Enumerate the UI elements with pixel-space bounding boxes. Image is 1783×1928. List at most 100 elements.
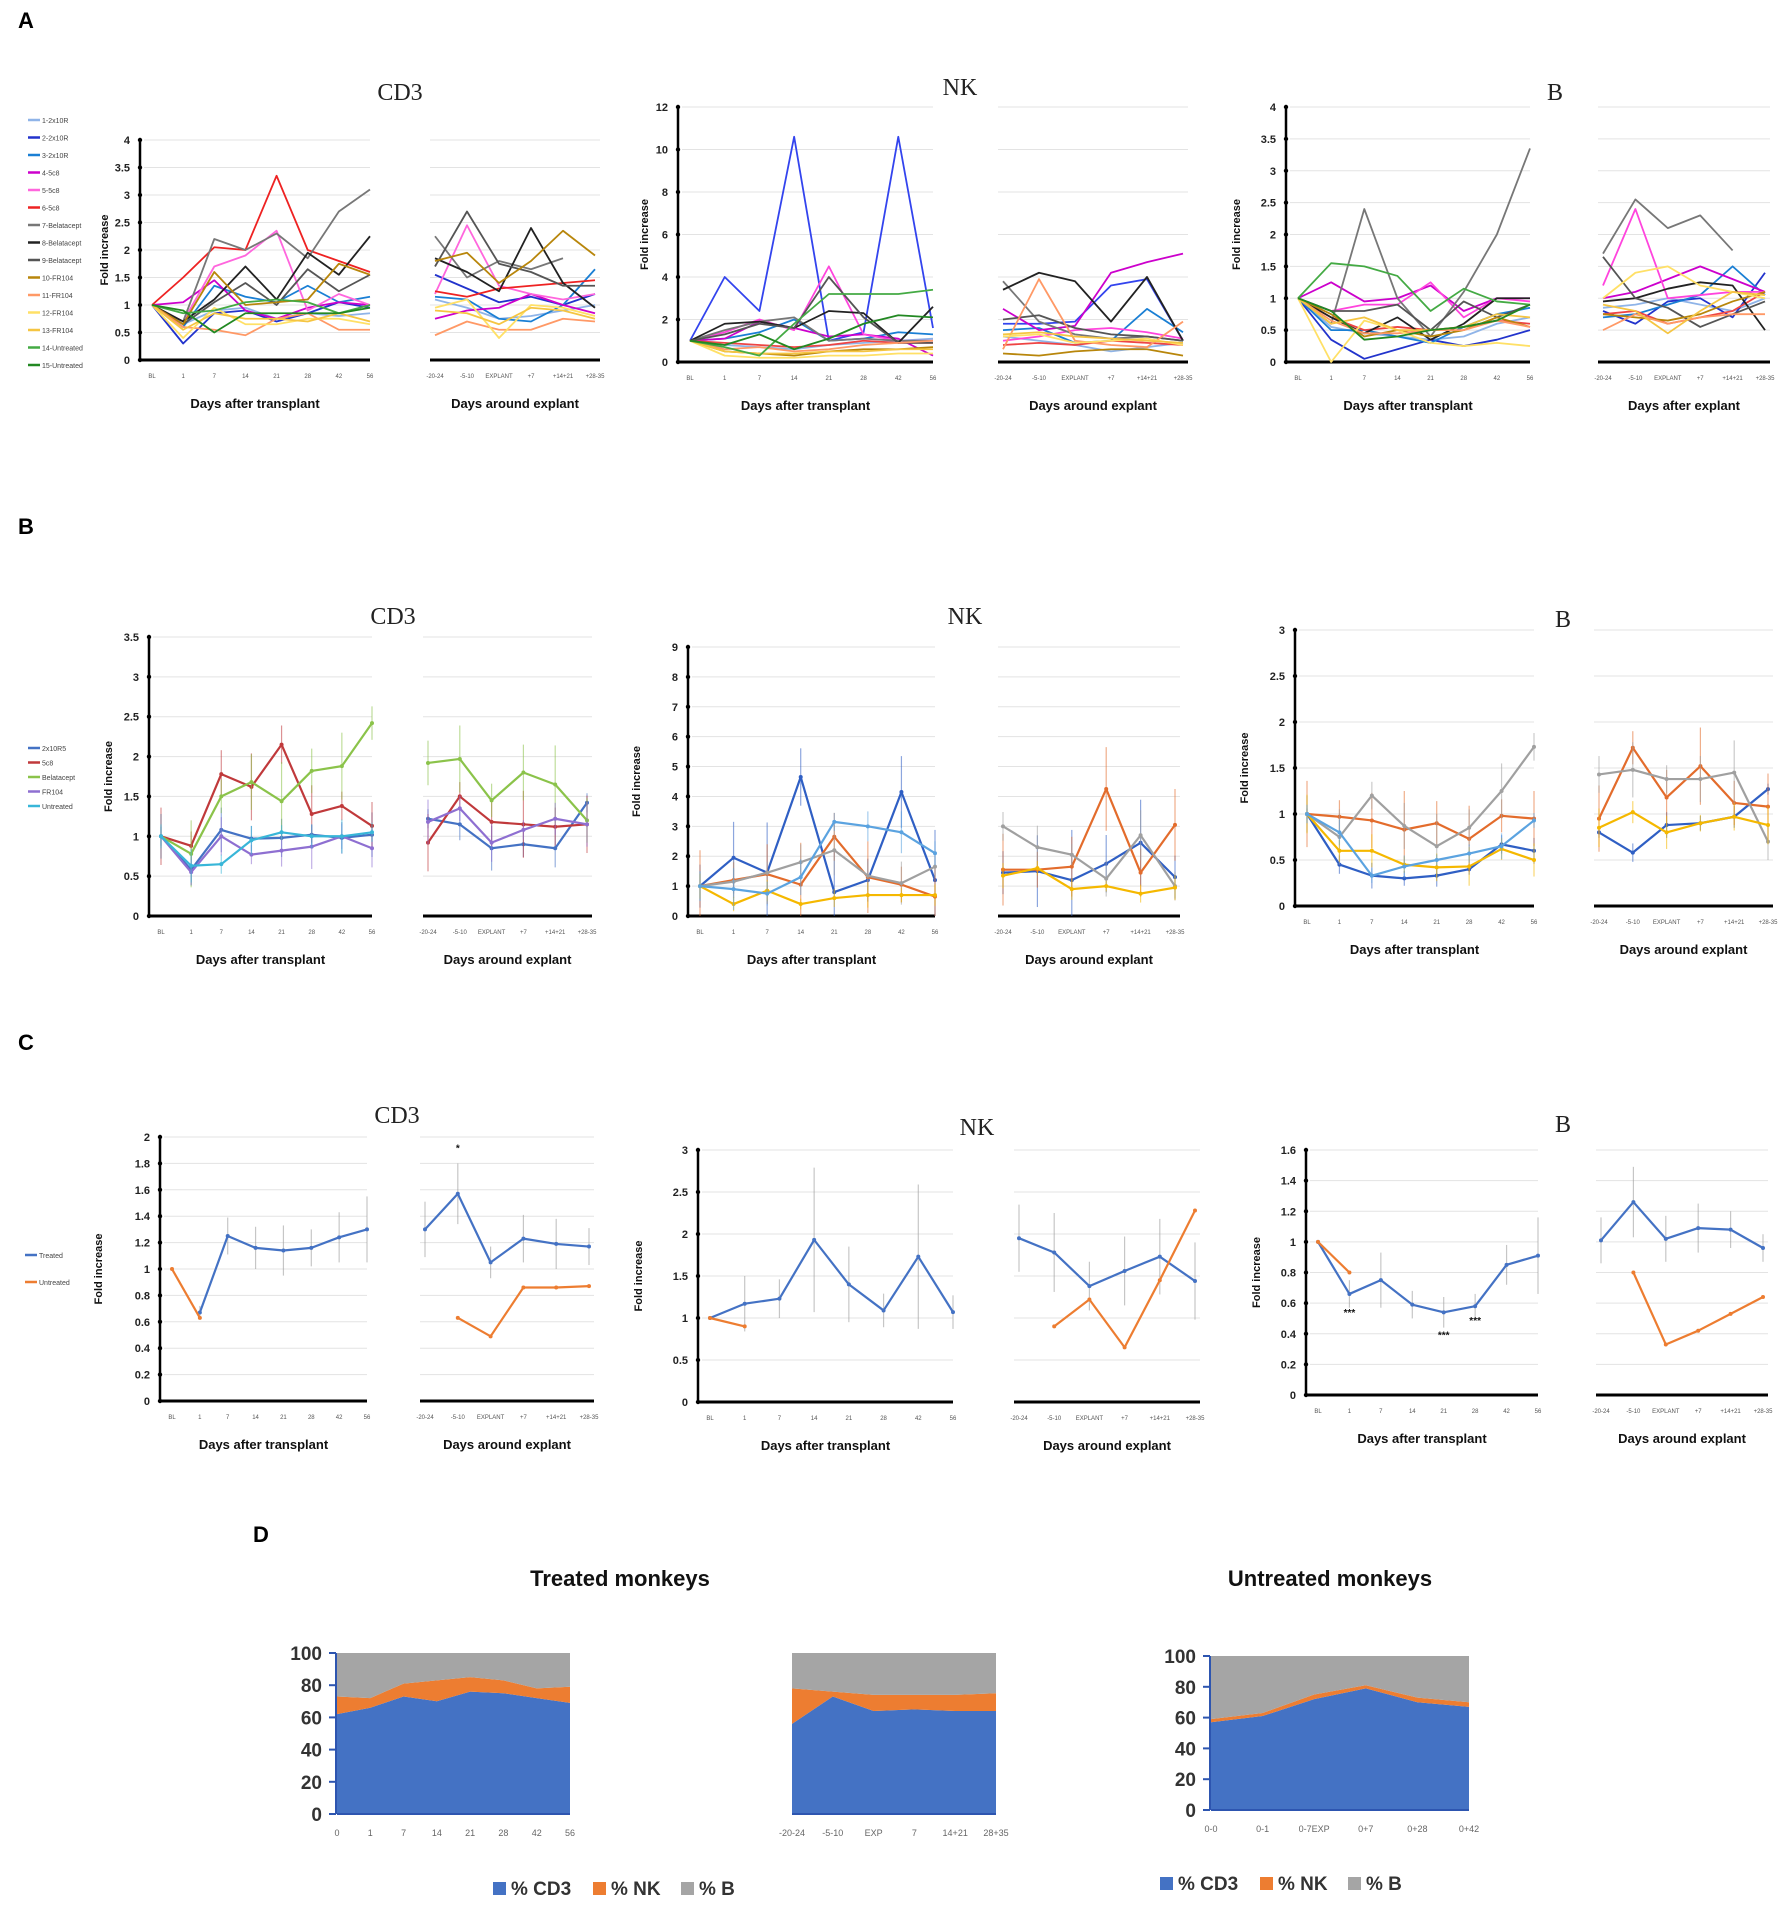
series-6-5c8 (151, 174, 596, 306)
series-line (1602, 313, 1765, 331)
y-tick-label: 2.5 (1261, 198, 1276, 210)
series-line (689, 316, 933, 342)
series-line (434, 273, 596, 306)
series-untreated (708, 1208, 1197, 1350)
y-tick-label: 7 (672, 702, 678, 714)
chart-a-cd3: CD3 0 0.5 1 1.5 2 2.5 3 3.5 4 BL 1 7 14 21 28 42 56 -20-24… (28, 80, 605, 411)
x-tick-label: 7 (778, 1416, 782, 1422)
legend-label: 9-Belatacept (42, 258, 81, 265)
x-tick-label: 21 (273, 374, 280, 380)
panel-letter-b: B (18, 514, 34, 539)
y-tick-label: 1 (1279, 809, 1285, 821)
legend-item: 12-FR104 (28, 311, 73, 318)
series-line (1003, 787, 1176, 874)
legend-label: Untreated (42, 804, 73, 811)
series-line (1002, 335, 1184, 353)
x-tick-label: -5-10 (451, 1415, 466, 1421)
x-tick-label: 21 (280, 1415, 287, 1421)
series-line (1317, 1241, 1351, 1274)
series-untreated (698, 811, 937, 911)
y-tick-label: 1.5 (673, 1271, 688, 1283)
series-line (699, 835, 936, 898)
x-tick-label: BL (686, 376, 694, 382)
x-tick-label: +28-35 (1759, 920, 1779, 926)
x-tick-label: +7 (1108, 376, 1116, 382)
x-tick-label: EXPLANT (1653, 920, 1681, 926)
series-line (1297, 297, 1531, 341)
x-axis-label-left: Days after transplant (199, 1437, 329, 1452)
x-tick-label: +7 (1697, 920, 1705, 926)
y-tick-label: 4 (124, 135, 131, 147)
x-tick-label: -20-24 (419, 930, 437, 936)
y-tick-label: 2 (133, 752, 139, 764)
legend-label: 10-FR104 (42, 276, 73, 283)
x-tick-label: 7 (758, 376, 762, 382)
x-axis-label-right: Days around explant (1025, 952, 1154, 967)
series-line (699, 820, 936, 895)
x-tick-label: +7 (520, 930, 528, 936)
y-tick-label: 8 (672, 672, 678, 684)
x-tick-label: +14+21 (1150, 1416, 1171, 1422)
x-tick-label: 14 (1409, 1409, 1416, 1415)
legend-item: % NK (593, 1879, 661, 1900)
chart-title: CD3 (374, 1103, 419, 1129)
series-line (1632, 1272, 1764, 1346)
x-tick-label: 1 (732, 930, 736, 936)
series-line (1002, 327, 1184, 342)
chart-title: CD3 (370, 604, 415, 630)
series-5-5c8 (689, 265, 1184, 342)
series-line (1317, 1241, 1539, 1314)
series-line (1297, 297, 1531, 341)
series-line (434, 317, 596, 337)
series-line (434, 224, 596, 301)
area-cd3 (792, 1696, 996, 1814)
y-tick-label: 3 (133, 672, 139, 684)
panel-letter-d: D (253, 1522, 269, 1547)
legend-item: 7-Belatacept (28, 223, 81, 230)
y-tick-label: 1 (672, 881, 678, 893)
x-tick-label: 14 (791, 376, 798, 382)
x-tick-label: -5-10 (822, 1828, 843, 1838)
x-axis-label-left: Days after transplant (196, 952, 326, 967)
y-tick-label: 0.8 (1281, 1268, 1296, 1280)
legend-item: % CD3 (493, 1879, 571, 1900)
x-tick-label: 14 (252, 1415, 259, 1421)
x-tick-label: 0 (334, 1828, 339, 1838)
x-tick-label: 28 (304, 374, 311, 380)
significance-marker: *** (1438, 1330, 1450, 1341)
series-line (171, 1268, 201, 1319)
x-tick-label: 56 (950, 1416, 957, 1422)
x-tick-label: 1 (1329, 376, 1333, 382)
x-tick-label: 14 (1401, 920, 1408, 926)
x-axis-label-left: Days after transplant (190, 396, 320, 411)
y-tick-label: 1 (124, 300, 130, 312)
x-tick-label: 7 (765, 930, 769, 936)
y-tick-label: 8 (662, 187, 668, 199)
series-fr104 (1305, 794, 1770, 886)
legend-label: Belatacept (42, 775, 75, 782)
chart-b-cd3: CD3 0 0.5 1 1.5 2 2.5 3 3.5 BL 1 7 14 21 28 42 56 -20-24 -… (28, 604, 597, 967)
series-line (434, 210, 595, 287)
chart-title: NK (960, 1115, 995, 1141)
y-tick-label: 2 (124, 245, 130, 257)
chart-title: NK (948, 604, 983, 630)
y-tick-label: 80 (301, 1676, 322, 1697)
series-13-fr104 (1297, 290, 1766, 335)
y-tick-label: 40 (1175, 1739, 1196, 1760)
series-line (1602, 265, 1766, 319)
legend-label: % NK (611, 1879, 661, 1900)
legend-swatch (1260, 1877, 1273, 1890)
series-7-belatacept (151, 188, 564, 323)
significance-marker: *** (1469, 1316, 1481, 1327)
x-tick-label: -20-24 (426, 374, 444, 380)
significance-marker: * (456, 1143, 460, 1154)
area-b (1211, 1656, 1469, 1720)
x-tick-label: BL (1314, 1409, 1322, 1415)
y-tick-label: 5 (672, 762, 678, 774)
y-tick-label: 0 (672, 911, 678, 923)
series-4-5c8 (151, 279, 596, 320)
x-axis-label-right: Days after explant (1628, 398, 1741, 413)
series-line (434, 235, 564, 279)
